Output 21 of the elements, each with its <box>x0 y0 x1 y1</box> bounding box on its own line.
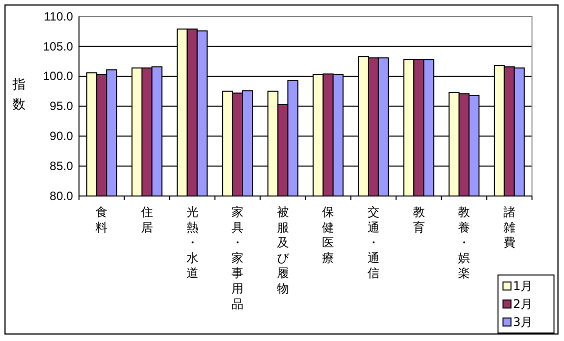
x-tick-label: 住居 <box>140 205 153 234</box>
x-tick-label: 被服及び履物 <box>276 205 290 296</box>
legend-label: 2月 <box>513 297 533 311</box>
x-tick-label: 教育 <box>412 205 425 234</box>
y-tick-label: 85.0 <box>50 158 74 173</box>
x-tick-label: 家具・家事用品 <box>232 205 244 311</box>
y-tick-label: 100.0 <box>42 69 74 84</box>
x-tick-label: 交通・通信 <box>367 205 380 280</box>
x-tick-label: 教養・娯楽 <box>458 205 470 280</box>
y-axis-title: 指数 <box>12 77 26 112</box>
y-tick-label: 80.0 <box>50 188 74 203</box>
y-tick-label: 110.0 <box>44 9 74 24</box>
y-tick-label: 105.0 <box>42 39 74 54</box>
x-tick-label: 光熱・水道 <box>186 205 198 280</box>
y-tick-label: 95.0 <box>50 99 74 114</box>
x-tick-label: 食料 <box>96 205 108 234</box>
legend-label: 1月 <box>513 279 533 293</box>
y-tick-label: 90.0 <box>50 129 74 144</box>
x-tick-label: 保健医療 <box>322 205 334 265</box>
legend-label: 3月 <box>513 315 533 329</box>
x-tick-label: 諸雑費 <box>503 205 516 250</box>
